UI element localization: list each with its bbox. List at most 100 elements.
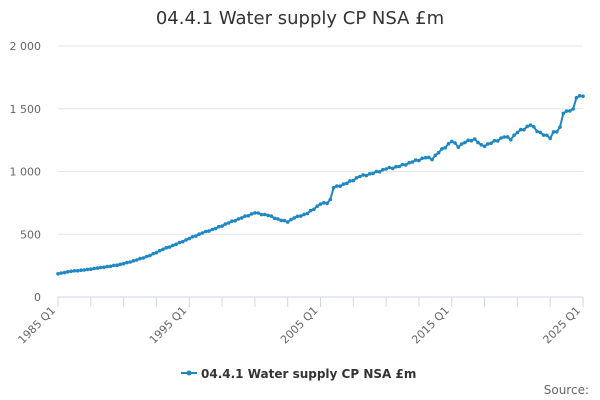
data-point (262, 212, 267, 217)
data-point (282, 218, 287, 223)
data-point (443, 146, 448, 150)
data-point (92, 266, 96, 271)
data-point (184, 238, 188, 242)
data-point (308, 208, 313, 213)
data-point (79, 268, 83, 273)
data-point (289, 217, 293, 222)
gridlines (58, 45, 583, 235)
data-point (197, 232, 201, 236)
data-point (292, 216, 297, 220)
data-point (574, 96, 579, 100)
data-point (174, 242, 178, 247)
data-point (62, 270, 67, 275)
data-point (217, 224, 221, 229)
data-point (312, 207, 316, 212)
data-point (318, 202, 323, 206)
data-point (440, 147, 444, 151)
y-tick-label: 500 (20, 228, 41, 241)
data-point (210, 227, 214, 232)
series[interactable] (56, 94, 585, 276)
data-point (505, 135, 510, 139)
data-point (102, 265, 106, 270)
data-point (253, 211, 257, 215)
data-point (302, 212, 306, 217)
data-point (335, 184, 339, 188)
data-point (450, 139, 454, 144)
data-point (518, 127, 523, 132)
data-point (417, 158, 421, 163)
data-point (220, 224, 224, 228)
data-point (69, 269, 73, 274)
data-point (400, 162, 405, 167)
data-point (413, 158, 418, 162)
data-point (564, 109, 569, 113)
data-point (430, 157, 434, 162)
data-point (213, 226, 218, 231)
data-point (223, 222, 228, 226)
data-point (479, 143, 484, 147)
data-point (226, 221, 231, 225)
x-axis-ticks: 1985 Q1 1995 Q1 2005 Q1 2015 Q1 2025 Q1 (16, 304, 584, 347)
data-point (279, 218, 283, 223)
data-point (299, 214, 303, 218)
data-point (141, 256, 146, 260)
data-point (548, 136, 552, 141)
data-point (325, 201, 329, 206)
data-point (345, 181, 349, 186)
data-point (407, 160, 411, 165)
legend-item[interactable]: 04.4.1 Water supply CP NSA £m (181, 367, 416, 381)
data-point (167, 245, 172, 249)
data-point (246, 214, 251, 218)
data-point (394, 164, 398, 169)
data-point (555, 130, 559, 134)
data-point (56, 272, 60, 276)
data-point (203, 229, 208, 234)
data-point (545, 133, 549, 138)
data-point (341, 182, 346, 186)
data-point (581, 94, 585, 98)
data-point (577, 94, 582, 98)
data-point (85, 267, 90, 272)
data-point (502, 135, 507, 139)
data-point (266, 213, 270, 218)
data-point (499, 136, 503, 140)
source-label: Source: (544, 383, 589, 397)
data-point (525, 124, 529, 129)
data-point (551, 130, 556, 134)
data-point (456, 145, 461, 149)
data-point (404, 163, 408, 167)
data-point (138, 256, 142, 261)
data-point (571, 107, 575, 111)
data-point (367, 172, 372, 176)
series-line[interactable] (57, 94, 584, 275)
data-point (351, 178, 356, 183)
data-point (390, 166, 395, 171)
data-point (161, 247, 165, 252)
data-point (433, 153, 438, 158)
data-point (538, 130, 543, 135)
data-point (157, 248, 162, 253)
data-point (482, 144, 487, 149)
data-point (446, 141, 451, 146)
data-point (374, 169, 379, 174)
data-point (171, 243, 175, 248)
data-point (118, 262, 123, 267)
data-point (472, 137, 477, 141)
x-axis (57, 296, 584, 307)
data-point (115, 263, 119, 268)
data-point (361, 173, 366, 177)
data-point (466, 138, 471, 143)
data-point (463, 140, 467, 145)
data-point (410, 160, 415, 164)
data-point (427, 155, 431, 160)
data-point (315, 204, 320, 208)
data-point (131, 259, 136, 263)
data-point (82, 268, 87, 272)
x-tick-label: 2025 Q1 (541, 304, 584, 347)
data-point (269, 214, 274, 218)
data-point (492, 138, 497, 143)
legend-label: 04.4.1 Water supply CP NSA £m (201, 367, 416, 381)
data-point (285, 220, 290, 224)
data-point (154, 250, 159, 255)
